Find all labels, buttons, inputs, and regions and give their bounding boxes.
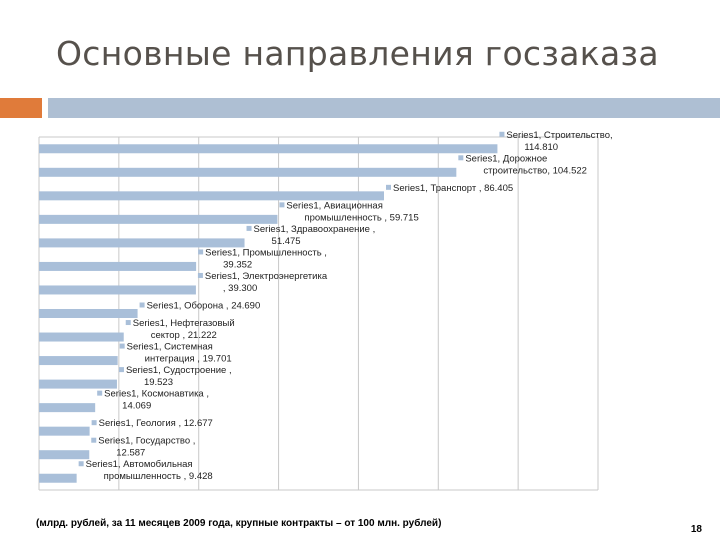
data-label-line: Series1, Геология , 12.677 — [99, 418, 213, 429]
data-label-line: интеграция , 19.701 — [145, 354, 232, 365]
data-label: Series1, Нефтегазовый сектор , 21.222 — [133, 318, 235, 341]
data-label: Series1, Электроэнергетика, 39.300 — [205, 271, 328, 294]
bar — [39, 215, 277, 224]
bar — [39, 144, 497, 153]
data-label-swatch — [140, 303, 145, 308]
data-label: Series1, Геология , 12.677 — [99, 418, 213, 429]
bar — [39, 403, 95, 412]
data-label-line: 39.352 — [223, 259, 252, 270]
data-label-swatch — [458, 155, 463, 160]
data-label-swatch — [120, 344, 125, 349]
data-label-line: Series1, Дорожное — [465, 153, 547, 164]
data-label-line: строительство, 104.522 — [483, 165, 587, 176]
data-label-line: сектор , 21.222 — [151, 330, 217, 341]
data-label-swatch — [97, 391, 102, 396]
data-label-line: Series1, Автомобильная — [86, 459, 193, 470]
data-label-line: 14.069 — [122, 401, 151, 412]
bar — [39, 356, 118, 365]
data-label-swatch — [91, 438, 96, 443]
footnote: (млрд. рублей, за 11 месяцев 2009 года, … — [36, 518, 441, 529]
bar — [39, 168, 456, 177]
bar — [39, 450, 89, 459]
data-label-line: 12.587 — [116, 448, 145, 459]
data-label-line: Series1, Электроэнергетика — [205, 271, 328, 282]
data-label-line: , 39.300 — [223, 283, 257, 294]
data-label-line: Series1, Судостроение , — [126, 365, 232, 376]
bar — [39, 309, 138, 318]
data-label: Series1, Авиационная промышленность , 59.… — [286, 200, 418, 223]
data-label-swatch — [499, 132, 504, 137]
data-label-line: Series1, Строительство, — [506, 130, 612, 141]
data-label-line: промышленность , 59.715 — [304, 212, 418, 223]
data-label: Series1, Строительство, 114.810 — [506, 130, 612, 153]
data-label-swatch — [119, 367, 124, 372]
data-label-line: Series1, Авиационная — [286, 200, 382, 211]
bar — [39, 262, 196, 271]
data-label: Series1, Космонавтика , 14.069 — [104, 389, 209, 412]
data-label-line: Series1, Космонавтика , — [104, 389, 209, 400]
data-label: Series1, Судостроение , 19.523 — [126, 365, 232, 388]
bar — [39, 333, 124, 342]
bar — [39, 474, 77, 483]
data-label-line: Series1, Транспорт , 86.405 — [393, 183, 513, 194]
bar — [39, 427, 90, 436]
data-label-line: Series1, Государство , — [98, 436, 195, 447]
data-label-line: Series1, Оборона , 24.690 — [147, 301, 261, 312]
data-label-line: 114.810 — [524, 142, 558, 153]
data-label-swatch — [279, 202, 284, 207]
data-label-line: Series1, Системная — [127, 342, 213, 353]
data-label: Series1, Системная интеграция , 19.701 — [127, 342, 232, 365]
data-label-swatch — [79, 461, 84, 466]
bar — [39, 191, 384, 200]
data-label-swatch — [386, 185, 391, 190]
data-label: Series1, Дорожное строительство, 104.522 — [465, 153, 587, 176]
data-label: Series1, Здравоохранение , 51.475 — [254, 224, 376, 247]
data-label: Series1, Транспорт , 86.405 — [393, 183, 513, 194]
data-label-swatch — [126, 320, 131, 325]
data-label: Series1, Автомобильная промышленность , 9… — [86, 459, 213, 482]
data-label-line: 51.475 — [272, 236, 301, 247]
data-label-line: Series1, Промышленность , — [205, 247, 327, 258]
data-label: Series1, Промышленность , 39.352 — [205, 247, 327, 270]
data-label-line: промышленность , 9.428 — [104, 471, 213, 482]
bar — [39, 380, 117, 389]
data-label-swatch — [247, 226, 252, 231]
bar — [39, 285, 196, 294]
data-label-line: 19.523 — [144, 377, 173, 388]
data-label: Series1, Государство , 12.587 — [98, 436, 195, 459]
data-label-swatch — [198, 273, 203, 278]
data-label: Series1, Оборона , 24.690 — [147, 301, 261, 312]
data-label-swatch — [198, 249, 203, 254]
page-number: 18 — [691, 524, 702, 535]
bar — [39, 238, 245, 247]
data-label-swatch — [92, 420, 97, 425]
data-label-line: Series1, Здравоохранение , — [254, 224, 376, 235]
data-label-line: Series1, Нефтегазовый — [133, 318, 235, 329]
